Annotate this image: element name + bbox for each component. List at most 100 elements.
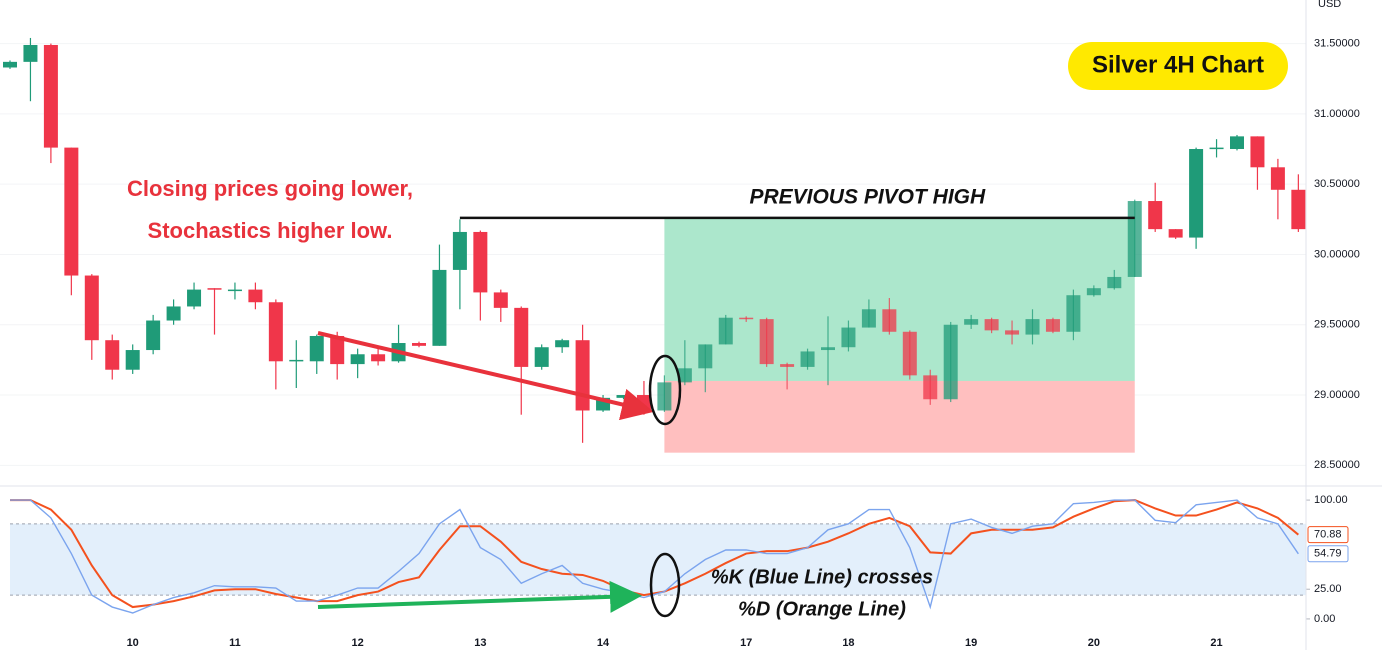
chart-title: Silver 4H Chart (1092, 51, 1264, 78)
candle-body (84, 275, 99, 341)
x-tick-label: 14 (597, 637, 610, 649)
candle-body (166, 306, 181, 321)
last-value-label: 70.88 (1314, 529, 1342, 541)
candle-body (882, 309, 897, 332)
pivot-label: PREVIOUS PIVOT HIGH (749, 185, 986, 208)
candle-body (718, 317, 733, 345)
candle-body (1209, 147, 1224, 150)
candle-body (23, 44, 38, 62)
candle-body (493, 292, 508, 308)
x-tick-label: 21 (1210, 637, 1222, 649)
y-tick-label: 30.50000 (1314, 178, 1360, 190)
candle-body (64, 147, 79, 276)
x-tick-label: 11 (229, 637, 241, 649)
candle-body (780, 364, 795, 367)
candle-body (698, 344, 713, 369)
y-tick-label: 28.50000 (1314, 459, 1360, 471)
y-tick-label: 100.00 (1314, 494, 1348, 506)
last-value-label: 54.79 (1314, 548, 1342, 560)
y-tick-label: 30.00000 (1314, 248, 1360, 260)
last-value-box (1307, 545, 1349, 563)
candle-body (1270, 167, 1285, 190)
y-tick-label: 29.00000 (1314, 389, 1360, 401)
candle-body (821, 347, 835, 351)
candle-body (248, 289, 263, 303)
candle-body (677, 368, 692, 383)
candle-body (473, 231, 488, 293)
candle-body (1107, 276, 1122, 289)
candle-body (902, 331, 917, 376)
candle-body (964, 319, 979, 325)
candle-body (514, 307, 529, 367)
y-tick-label: 25.00 (1314, 583, 1342, 595)
annotation: %K (Blue Line) crosses (711, 566, 933, 588)
candle-body (432, 269, 447, 346)
candle-body (984, 319, 999, 331)
y-tick-label: 31.50000 (1314, 37, 1360, 49)
candle-body (289, 359, 304, 362)
candle-body (268, 302, 283, 362)
candle-body (1250, 136, 1265, 168)
candle-body (616, 395, 631, 398)
candle-body (3, 61, 17, 68)
candle-body (350, 354, 365, 365)
candle-body (1127, 201, 1142, 277)
candle-body (43, 44, 58, 148)
candle-body (861, 309, 876, 328)
x-tick-label: 20 (1088, 637, 1100, 649)
annotation: Closing prices going lower, (127, 176, 413, 201)
candle-body (125, 350, 140, 370)
candle-body (657, 382, 672, 411)
candle-body (227, 289, 242, 292)
candle-body (187, 289, 202, 307)
candle-body (534, 347, 549, 367)
green-arrow (317, 580, 642, 613)
candle-body (1168, 229, 1183, 238)
candle-body (841, 327, 856, 348)
candle-body (575, 340, 590, 411)
candle-body (1025, 319, 1040, 335)
candle-body (800, 351, 815, 367)
x-tick-label: 18 (842, 637, 854, 649)
annotation: Stochastics higher low. (148, 218, 393, 243)
x-tick-label: 13 (474, 637, 486, 649)
candle-body (943, 324, 958, 400)
y-tick-label: 29.50000 (1314, 319, 1360, 331)
red-arrow (317, 331, 654, 421)
y-tick-label: 31.00000 (1314, 108, 1360, 120)
series-line (10, 499, 1299, 609)
candle-body (371, 354, 386, 362)
x-tick-label: 17 (740, 637, 752, 649)
highlight-ellipse (648, 354, 682, 426)
candle-body (1189, 149, 1204, 238)
candle-body (412, 343, 426, 346)
candle-body (452, 231, 467, 270)
main-layer: PREVIOUS PIVOT HIGH 54.79 70.88 (3, 37, 1349, 614)
unit-label: USD (1318, 0, 1341, 10)
x-tick-label: 12 (352, 637, 364, 649)
candle-body (923, 375, 938, 400)
highlight-ellipse (649, 552, 681, 618)
candle-body (1086, 288, 1101, 296)
candle-body (1045, 319, 1060, 332)
candle-body (1230, 136, 1244, 150)
series-line (10, 499, 1299, 614)
zone (664, 380, 1135, 453)
x-tick-label: 10 (127, 637, 139, 649)
candle-body (759, 319, 774, 365)
candle-body (146, 320, 161, 351)
title-pill (1068, 42, 1288, 90)
candle-body (1291, 189, 1306, 230)
annotation: %D (Orange Line) (738, 598, 906, 620)
x-tick-label: 19 (965, 637, 977, 649)
candle-body (1066, 295, 1081, 332)
candle-body (207, 288, 222, 290)
candle-body (1148, 201, 1163, 230)
candle-body (309, 335, 324, 362)
last-value-box (1307, 526, 1349, 544)
candle-body (739, 317, 754, 320)
candle-body (330, 335, 345, 365)
candle-body (1005, 330, 1020, 335)
